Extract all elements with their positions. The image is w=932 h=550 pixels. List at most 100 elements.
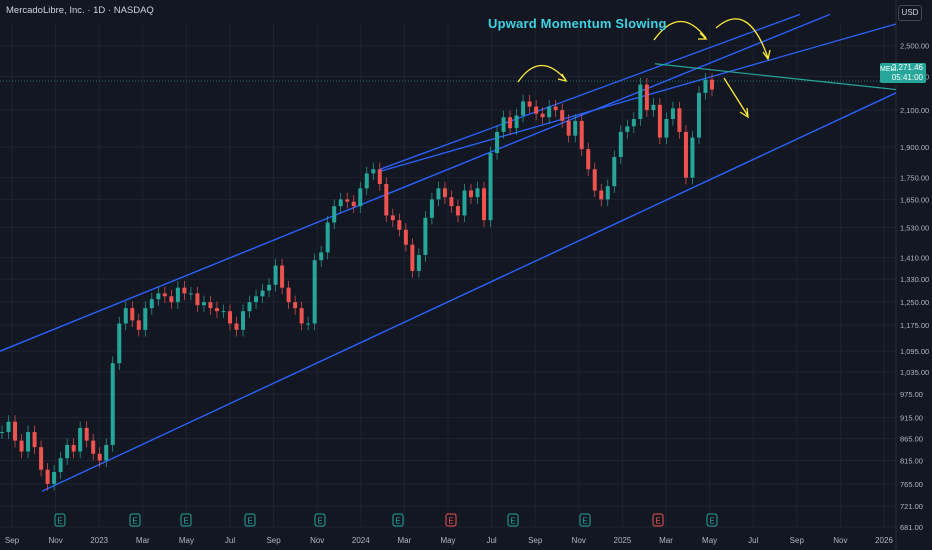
x-tick-label: May: [702, 536, 717, 545]
candle-body: [208, 302, 213, 309]
candle-body: [286, 287, 291, 303]
candle-body: [19, 440, 24, 452]
x-tick-label: Jul: [225, 536, 235, 545]
candle-body: [527, 101, 532, 107]
earnings-marker: [54, 513, 66, 527]
x-tick-label: 2026: [875, 536, 893, 545]
candle-body: [58, 458, 63, 473]
candle-body: [221, 311, 226, 313]
candle-body: [149, 299, 154, 309]
x-tick-label: Sep: [790, 536, 805, 545]
arrow-head-1: [557, 73, 568, 83]
candle-body: [521, 101, 526, 116]
candle-body: [449, 197, 454, 207]
candle-body: [130, 308, 135, 321]
candle-body: [677, 108, 682, 132]
candle-body: [136, 320, 141, 330]
x-tick-label: Nov: [310, 536, 324, 545]
candle-body: [52, 472, 57, 484]
candle-body: [280, 265, 285, 288]
earnings-marker-label: E: [247, 517, 252, 526]
candle-body: [475, 188, 480, 198]
x-tick-label: May: [179, 536, 194, 545]
earnings-marker: [244, 513, 256, 527]
candle-body: [351, 201, 356, 207]
x-tick-label: Sep: [5, 536, 20, 545]
candle-body: [312, 260, 317, 324]
y-tick-label: 1,530.00: [900, 223, 929, 232]
symbol-title[interactable]: MercadoLibre, Inc. · 1D · NASDAQ: [6, 5, 154, 16]
candle-body: [71, 444, 76, 452]
chart-annotation: Upward Momentum Slowing: [488, 16, 667, 31]
earnings-marker: [445, 513, 457, 527]
last-price-value: 2,271.46: [891, 63, 923, 72]
arrow-curve-2: [653, 20, 707, 41]
candle-body: [84, 427, 89, 441]
y-tick-label: 1,035.00: [900, 368, 929, 377]
candle-body: [156, 293, 161, 300]
candle-body: [13, 421, 18, 441]
candle-body: [97, 453, 102, 461]
upper-trendline-3: [379, 23, 897, 172]
candle-body: [423, 217, 428, 255]
y-tick-label: 865.00: [900, 434, 923, 443]
earnings-marker-label: E: [317, 517, 322, 526]
candle-body: [241, 311, 246, 330]
y-tick-label: 1,410.00: [900, 254, 929, 263]
candle-body: [703, 79, 708, 93]
upper-trendline-2: [379, 13, 801, 170]
earnings-marker: [652, 513, 664, 527]
candle-body: [416, 254, 421, 271]
candle-body: [6, 421, 11, 433]
candle-body: [651, 104, 656, 111]
candle-body: [540, 113, 545, 118]
y-tick-label: 1,250.00: [900, 298, 929, 307]
arrow-head-3: [762, 49, 771, 61]
candle-body: [631, 119, 636, 127]
candle-body: [117, 323, 122, 364]
x-tick-label: Nov: [48, 536, 62, 545]
candle-body: [345, 199, 350, 202]
candle-body: [39, 447, 44, 470]
candle-body: [214, 308, 219, 312]
y-tick-label: 721.00: [900, 502, 923, 511]
candle-body: [91, 440, 96, 454]
earnings-marker-label: E: [582, 517, 587, 526]
upper-channel-line: [0, 13, 831, 352]
currency-button[interactable]: USD: [898, 5, 922, 21]
arrow-curve-1: [517, 64, 567, 83]
y-tick-label: 815.00: [900, 457, 923, 466]
candle-body: [455, 206, 460, 216]
candle-body: [462, 190, 467, 216]
candle-body: [123, 308, 128, 324]
x-tick-label: Nov: [572, 536, 586, 545]
y-tick-label: 1,095.00: [900, 347, 929, 356]
earnings-marker-label: E: [655, 517, 660, 526]
candle-body: [657, 104, 662, 138]
candle-body: [553, 106, 558, 111]
y-tick-label: 1,330.00: [900, 275, 929, 284]
candle-body: [319, 252, 324, 261]
candle-body: [0, 432, 4, 434]
earnings-marker: [314, 513, 326, 527]
candle-body: [644, 84, 649, 111]
candle-body: [482, 188, 487, 221]
x-tick-label: Mar: [659, 536, 673, 545]
candle-body: [710, 79, 714, 90]
x-tick-label: Mar: [398, 536, 412, 545]
candle-body: [560, 110, 565, 121]
candle-body: [410, 244, 415, 271]
candle-body: [618, 131, 623, 158]
arrow-head-4: [739, 107, 749, 119]
y-tick-label: 2,100.00: [900, 106, 929, 115]
candle-body: [371, 169, 376, 174]
x-tick-label: 2024: [352, 536, 370, 545]
arrow-curve-3: [715, 18, 769, 59]
candle-body: [436, 188, 441, 200]
candle-body: [358, 188, 363, 207]
candle-body: [508, 117, 513, 129]
candle-body: [534, 106, 539, 114]
candle-body: [495, 131, 500, 154]
arrow-line-4: [723, 77, 749, 117]
